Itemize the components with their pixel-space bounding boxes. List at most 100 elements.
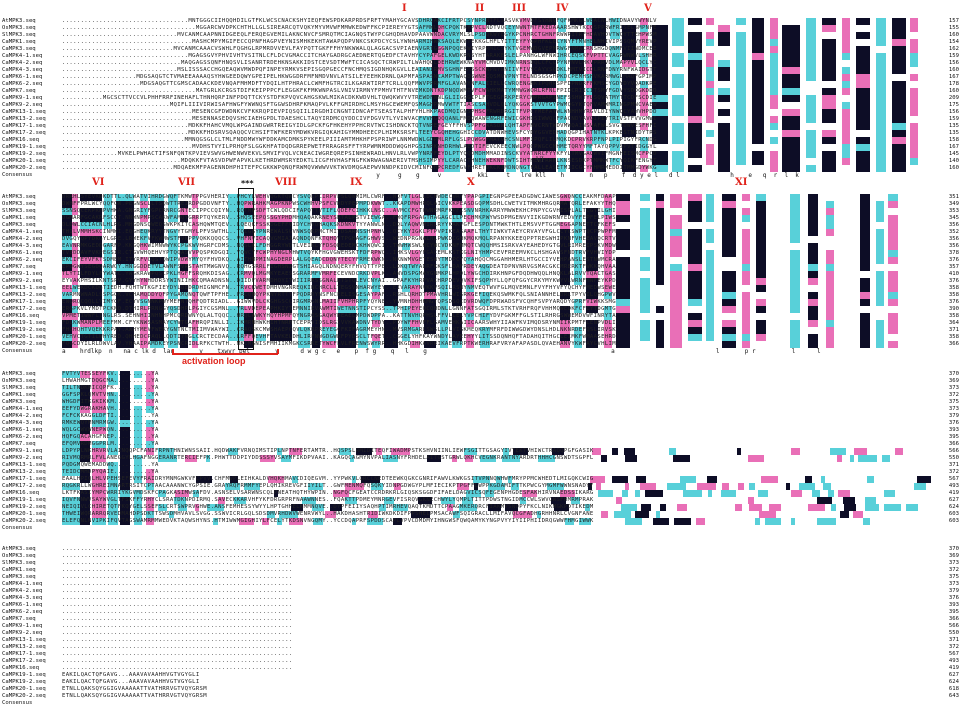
residue-cell — [706, 130, 714, 137]
activation-loop-label: activation loop — [182, 356, 246, 366]
residue-cell — [432, 60, 438, 67]
residue-cell — [503, 448, 509, 455]
residue-cell — [424, 271, 436, 278]
residue-cell — [228, 215, 244, 222]
residue-cell — [440, 264, 448, 271]
residue-cell — [560, 278, 570, 285]
residue-cell — [876, 60, 886, 67]
residue-cell — [466, 243, 474, 250]
residue-cell — [670, 215, 682, 222]
residue-cell — [432, 67, 438, 74]
sequence-label: SlMPK3.seq — [2, 207, 36, 214]
residue-cell — [80, 371, 90, 378]
residue-cell — [742, 299, 750, 306]
residue-cell — [672, 137, 684, 144]
residue-cell — [586, 109, 592, 116]
residue-cell — [466, 81, 472, 88]
residue-cell — [330, 504, 342, 511]
residue-cell — [104, 299, 112, 306]
residue-cell — [806, 116, 816, 123]
residue-cell — [62, 462, 80, 469]
residue-cell — [62, 420, 80, 427]
residue-cell — [168, 236, 178, 243]
residue-cell — [62, 497, 80, 504]
residue-cell — [596, 483, 601, 490]
residue-cell — [150, 271, 164, 278]
sequence-end-number: 358 — [948, 333, 959, 340]
residue-cell — [104, 215, 112, 222]
residue-cell — [466, 144, 472, 151]
sequence-residues: LHWAHMGTDQGCMA..........YA — [62, 377, 159, 384]
residue-cell — [770, 116, 778, 123]
residue-cell — [432, 74, 438, 81]
residue-cell — [192, 201, 198, 208]
residue-cell — [532, 151, 556, 158]
sequence-label: CaMPK20-2.seq — [2, 517, 46, 524]
residue-cell — [616, 306, 630, 313]
residue-cell — [440, 243, 448, 250]
residue-cell — [486, 158, 504, 165]
residue-cell — [876, 327, 884, 334]
residue-cell — [410, 278, 420, 285]
residue-cell — [782, 25, 800, 32]
residue-cell — [80, 243, 102, 250]
residue-cell — [116, 236, 134, 243]
residue-cell — [352, 518, 356, 525]
residue-cell — [910, 46, 918, 53]
sequence-end-number: 372 — [948, 391, 959, 398]
residue-cell — [298, 327, 310, 334]
residue-cell — [432, 130, 438, 137]
residue-cell — [604, 201, 612, 208]
sequence-residues: ........................................… — [62, 664, 293, 671]
residue-cell — [782, 137, 800, 144]
residue-cell — [856, 46, 870, 53]
residue-cell — [604, 257, 612, 264]
residue-cell — [104, 250, 112, 257]
residue-cell — [116, 229, 134, 236]
residue-cell — [672, 123, 684, 130]
residue-cell — [586, 88, 592, 95]
sequence-label: CaMPK19-2.seq — [2, 503, 46, 510]
residue-cell — [452, 229, 462, 236]
residue-cell — [888, 271, 898, 278]
residue-cell — [410, 341, 420, 348]
residue-cell — [588, 483, 592, 490]
sequence-end-number: 395 — [948, 608, 959, 615]
sequence-label: AtMPK3.seq — [2, 193, 36, 200]
sequence-label: CaMPK19-1.seq — [2, 671, 46, 678]
sequence-end-number: 160 — [948, 164, 959, 171]
residue-cell — [486, 18, 504, 25]
residue-cell — [440, 271, 448, 278]
residue-cell — [345, 497, 357, 504]
residue-cell — [447, 504, 453, 511]
residue-cell — [522, 490, 537, 497]
residue-cell — [656, 229, 664, 236]
residue-cell — [520, 158, 530, 165]
residue-cell — [706, 313, 714, 320]
residue-cell — [640, 292, 650, 299]
residue-cell — [146, 427, 154, 434]
residue-cell — [826, 341, 834, 348]
residue-cell — [826, 257, 834, 264]
sequence-label: CaMPK17-1.seq — [2, 650, 46, 657]
residue-cell — [418, 88, 432, 95]
sequence-end-number: 376 — [948, 298, 959, 305]
residue-cell — [402, 334, 410, 341]
residue-cell — [882, 455, 890, 462]
residue-cell — [438, 130, 444, 137]
residue-cell — [622, 102, 636, 109]
residue-cell — [826, 285, 834, 292]
residue-cell — [80, 208, 102, 215]
residue-cell — [80, 476, 90, 483]
residue-cell — [790, 327, 800, 334]
residue-cell — [876, 144, 886, 151]
residue-cell — [808, 257, 818, 264]
residue-cell — [384, 271, 398, 278]
residue-cell — [480, 222, 490, 229]
residue-cell — [384, 201, 398, 208]
residue-cell — [104, 243, 112, 250]
residue-cell — [452, 292, 462, 299]
sequence-residues: GGFSPKLQMVTVHN..........YA — [62, 391, 159, 398]
residue-cell — [706, 327, 714, 334]
residue-cell — [888, 285, 898, 292]
